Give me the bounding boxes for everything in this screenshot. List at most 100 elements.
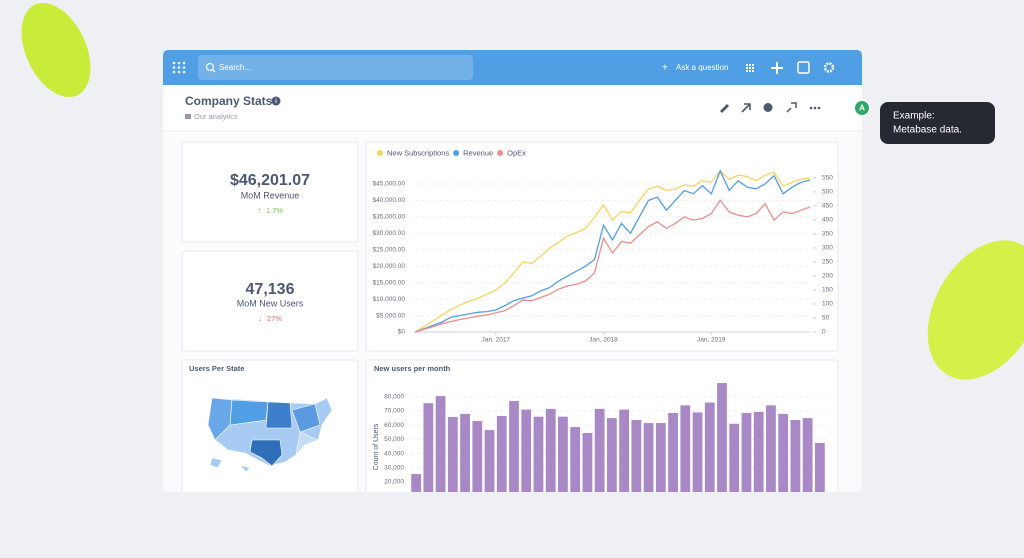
y2-tick-label: 400 bbox=[822, 217, 833, 224]
badge bbox=[855, 101, 869, 115]
legend-label: Revenue bbox=[463, 148, 493, 157]
bar bbox=[558, 416, 568, 492]
bar bbox=[619, 409, 630, 492]
y2-tick-label: 250 bbox=[822, 259, 833, 266]
search-box[interactable] bbox=[198, 55, 473, 80]
legend-label: OpEx bbox=[507, 148, 526, 157]
bar bbox=[460, 413, 470, 492]
scalar-value: $46,201.07 bbox=[230, 172, 310, 189]
bar bbox=[435, 396, 446, 492]
edit-icon[interactable] bbox=[720, 104, 729, 113]
card[interactable] bbox=[181, 250, 359, 352]
y2-tick-label: 0 bbox=[822, 329, 826, 336]
y-tick-label: 40,000 bbox=[384, 450, 404, 457]
bar bbox=[729, 423, 740, 492]
search-icon bbox=[212, 69, 216, 73]
y2-tick-label: 350 bbox=[822, 231, 833, 238]
up-arrow: ↑ bbox=[257, 206, 261, 215]
x-tick-label: Jan, 2019 bbox=[697, 337, 726, 344]
card[interactable] bbox=[181, 141, 359, 243]
y2-tick-label: 50 bbox=[822, 315, 830, 322]
tooltip-text: Metabase data. bbox=[893, 125, 962, 136]
y2-tick-label: 200 bbox=[822, 273, 833, 280]
legend-dot bbox=[377, 150, 383, 156]
bar bbox=[521, 409, 532, 492]
y-tick-label: $45,000.00 bbox=[372, 181, 405, 188]
tooltip bbox=[880, 102, 995, 144]
bar bbox=[790, 419, 801, 492]
bar bbox=[496, 415, 507, 492]
bar bbox=[753, 411, 764, 492]
info-icon[interactable] bbox=[271, 96, 281, 106]
share-icon[interactable] bbox=[741, 103, 751, 113]
plus-icon: + bbox=[662, 63, 668, 74]
grid-icon[interactable] bbox=[746, 64, 754, 72]
more-icon[interactable] bbox=[809, 106, 821, 110]
bar bbox=[802, 418, 813, 492]
scalar-change: 1.7% bbox=[266, 206, 283, 215]
series-line bbox=[414, 199, 811, 333]
bar bbox=[655, 423, 666, 492]
y-tick-label: 20,000 bbox=[384, 479, 404, 486]
badge-icon: A bbox=[859, 104, 865, 113]
y-tick-label: 60,000 bbox=[384, 422, 404, 429]
new-icon[interactable] bbox=[771, 62, 783, 74]
search-placeholder: Search... bbox=[219, 63, 251, 72]
y2-tick-label: 300 bbox=[822, 245, 833, 252]
y2-tick-label: 150 bbox=[822, 287, 833, 294]
x-tick-label: Jan, 2018 bbox=[589, 337, 618, 344]
folder-icon bbox=[185, 114, 191, 119]
scalar-label: MoM New Users bbox=[237, 298, 304, 308]
bar bbox=[545, 408, 556, 492]
y-tick-label: $10,000.00 bbox=[372, 296, 405, 303]
y-tick-label: $15,000.00 bbox=[372, 279, 405, 286]
legend-dot bbox=[497, 150, 504, 156]
legend-label: New Subscriptions bbox=[387, 148, 449, 157]
bar bbox=[606, 418, 617, 492]
bar-chart: New users per month Count of Users 20,000 3… bbox=[373, 364, 826, 492]
bar bbox=[704, 402, 715, 492]
x-tick-label: Jan, 2017 bbox=[482, 337, 511, 344]
y-tick-label: 50,000 bbox=[384, 436, 404, 443]
card-title: New users per month bbox=[374, 364, 451, 373]
bar bbox=[509, 401, 519, 492]
sql-icon[interactable] bbox=[797, 61, 810, 74]
bar bbox=[766, 405, 776, 492]
bar bbox=[741, 412, 752, 492]
bar bbox=[447, 416, 458, 492]
line-chart: New Subscriptions Revenue OpEx $0 $5,000.00 $… bbox=[372, 148, 833, 343]
card-title: Users Per State bbox=[189, 364, 244, 373]
bar bbox=[411, 474, 422, 492]
bar bbox=[472, 420, 483, 492]
search-icon bbox=[205, 62, 215, 72]
y2-tick-label: 450 bbox=[822, 203, 833, 210]
y-tick-label: $25,000.00 bbox=[372, 246, 405, 253]
scalar-change: 27% bbox=[267, 314, 282, 323]
history-icon[interactable] bbox=[763, 103, 773, 112]
series-line bbox=[414, 169, 811, 333]
tooltip-text: Example: bbox=[893, 111, 935, 122]
bar bbox=[484, 430, 495, 492]
down-arrow: ↓ bbox=[258, 314, 262, 323]
ask-button[interactable]: Ask a question bbox=[676, 63, 728, 72]
scalar-label: MoM Revenue bbox=[241, 190, 300, 200]
info-icon: i bbox=[275, 99, 277, 105]
series-line bbox=[414, 169, 811, 333]
bar bbox=[643, 423, 654, 492]
settings-icon[interactable] bbox=[823, 62, 835, 73]
bar bbox=[594, 408, 605, 492]
us-map bbox=[207, 397, 333, 473]
bar bbox=[814, 442, 825, 492]
bar bbox=[423, 403, 434, 492]
collection-link[interactable]: Our analytics bbox=[194, 112, 238, 121]
decor-blob bbox=[927, 240, 1024, 380]
y2-tick-label: 100 bbox=[822, 301, 833, 308]
y-tick-label: 80,000 bbox=[384, 394, 404, 401]
y-tick-label: $5,000.00 bbox=[376, 312, 405, 319]
y-tick-label: 30,000 bbox=[384, 465, 404, 472]
bar bbox=[680, 405, 691, 492]
fullscreen-icon[interactable] bbox=[786, 102, 797, 113]
decor-blob bbox=[21, 2, 91, 98]
y-tick-label: $40,000.00 bbox=[372, 197, 405, 204]
